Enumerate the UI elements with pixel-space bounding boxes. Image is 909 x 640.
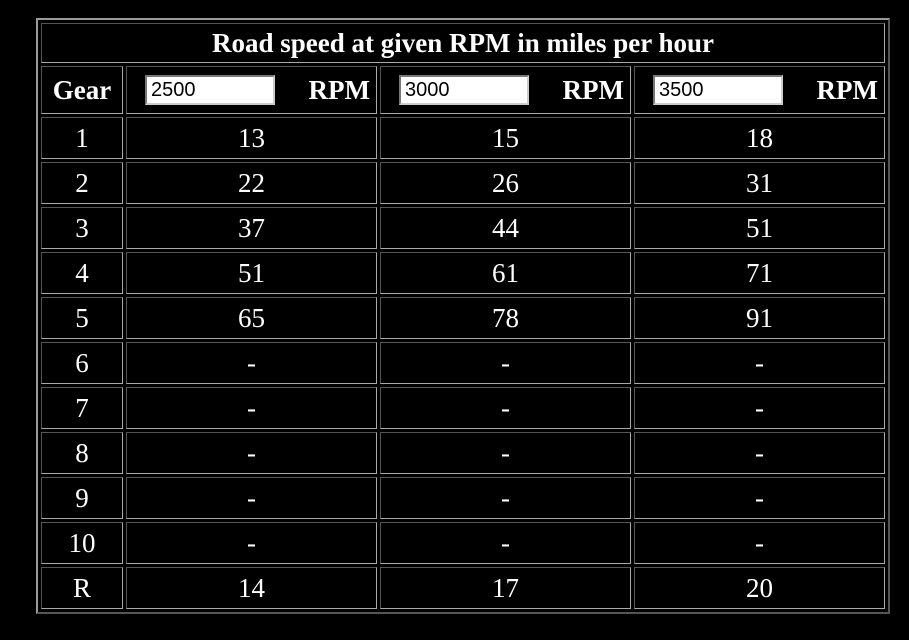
speed-cell: 26 — [380, 162, 631, 204]
rpm-unit: RPM — [816, 74, 878, 105]
rpm-input[interactable] — [653, 75, 783, 105]
speed-cell: - — [634, 432, 885, 474]
gear-cell: 8 — [41, 432, 123, 474]
gear-cell: 1 — [41, 117, 123, 159]
speed-cell: - — [634, 387, 885, 429]
speed-cell: - — [126, 477, 377, 519]
speed-cell: - — [634, 477, 885, 519]
speed-cell: - — [634, 522, 885, 564]
rpm-header: RPM — [634, 66, 885, 114]
speed-cell: - — [126, 432, 377, 474]
speed-cell: - — [380, 342, 631, 384]
rpm-unit: RPM — [562, 74, 624, 105]
rpm-header: RPM — [126, 66, 377, 114]
gear-cell: 2 — [41, 162, 123, 204]
speed-cell: 78 — [380, 297, 631, 339]
speed-cell: - — [380, 522, 631, 564]
speed-cell: 20 — [634, 567, 885, 609]
gear-cell: 10 — [41, 522, 123, 564]
speed-cell: - — [380, 477, 631, 519]
speed-cell: 51 — [634, 207, 885, 249]
gear-cell: 5 — [41, 297, 123, 339]
rpm-input[interactable] — [399, 75, 529, 105]
rpm-header-content: RPM — [381, 75, 630, 106]
speed-table: Road speed at given RPM in miles per hou… — [36, 18, 890, 614]
table-row: 10- - - — [41, 522, 885, 564]
gear-cell: 9 — [41, 477, 123, 519]
table-row: 6--- — [41, 342, 885, 384]
speed-cell: 61 — [380, 252, 631, 294]
speed-cell: 65 — [126, 297, 377, 339]
speed-cell: 13 — [126, 117, 377, 159]
table-row: 5 65 78 91 — [41, 297, 885, 339]
table-row: 1 13 15 18 — [41, 117, 885, 159]
speed-cell: - — [634, 342, 885, 384]
speed-cell: 17 — [380, 567, 631, 609]
rpm-header: RPM — [380, 66, 631, 114]
table-row: 8--- — [41, 432, 885, 474]
speed-cell: - — [380, 387, 631, 429]
speed-cell: 37 — [126, 207, 377, 249]
gear-cell: 6 — [41, 342, 123, 384]
speed-cell: 18 — [634, 117, 885, 159]
speed-cell: - — [126, 387, 377, 429]
table-row: R 14 17 20 — [41, 567, 885, 609]
table-row: 2 22 26 31 — [41, 162, 885, 204]
speed-cell: - — [126, 522, 377, 564]
gear-cell: 7 — [41, 387, 123, 429]
speed-cell: 51 — [126, 252, 377, 294]
speed-cell: - — [380, 432, 631, 474]
gear-cell: R — [41, 567, 123, 609]
gear-cell: 4 — [41, 252, 123, 294]
table-row: 9--- — [41, 477, 885, 519]
gear-cell: 3 — [41, 207, 123, 249]
speed-cell: 31 — [634, 162, 885, 204]
table-title: Road speed at given RPM in miles per hou… — [41, 23, 885, 63]
rpm-input[interactable] — [145, 75, 275, 105]
speed-cell: - — [126, 342, 377, 384]
rpm-header-content: RPM — [127, 75, 376, 106]
speed-cell: 44 — [380, 207, 631, 249]
table-row: 3 37 44 51 — [41, 207, 885, 249]
gear-header: Gear — [41, 66, 123, 114]
speed-cell: 91 — [634, 297, 885, 339]
speed-cell: 22 — [126, 162, 377, 204]
table-row: 7--- — [41, 387, 885, 429]
rpm-unit: RPM — [308, 74, 370, 105]
speed-cell: 71 — [634, 252, 885, 294]
rpm-header-content: RPM — [635, 75, 884, 106]
speed-cell: 15 — [380, 117, 631, 159]
speed-cell: 14 — [126, 567, 377, 609]
table-row: 4 51 61 71 — [41, 252, 885, 294]
